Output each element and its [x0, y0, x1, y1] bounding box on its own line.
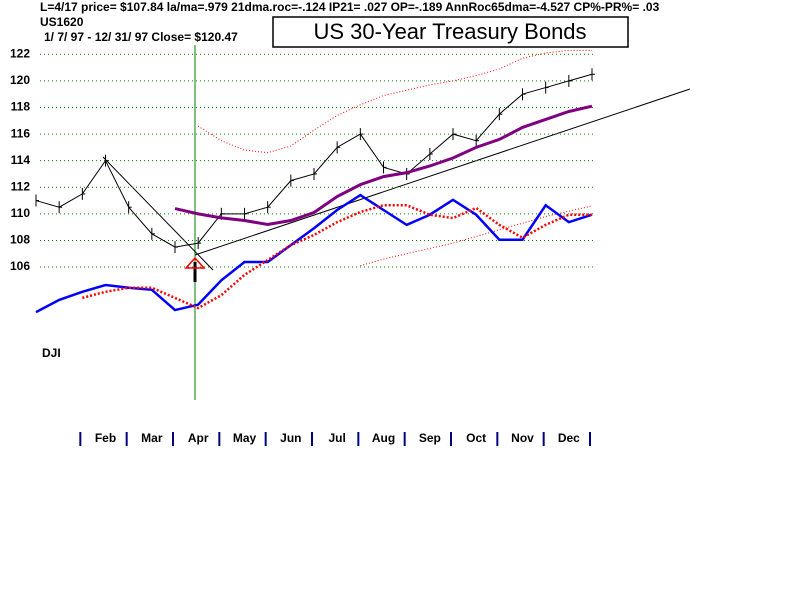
- signal-arrow-head: [184, 256, 206, 269]
- trend-line: [194, 88, 691, 256]
- x-tick-label: Mar: [141, 431, 163, 445]
- x-tick-label: Sep: [419, 431, 441, 445]
- series-line: [197, 49, 592, 154]
- series-line: [35, 193, 593, 314]
- y-tick-label: 116: [11, 126, 31, 140]
- y-tick-label: 112: [11, 179, 31, 193]
- x-tick-label: Oct: [466, 431, 486, 445]
- chart-title: US 30-Year Treasury Bonds: [313, 19, 586, 44]
- y2-label: DJI: [42, 346, 61, 360]
- series-line: [174, 104, 593, 227]
- x-tick-label: Nov: [511, 431, 534, 445]
- y-tick-label: 108: [10, 233, 30, 247]
- x-tick-label: Jun: [280, 431, 301, 445]
- y-tick-label: 120: [10, 73, 30, 87]
- y-tick-label: 122: [10, 46, 30, 60]
- y-tick-label: 114: [11, 153, 31, 167]
- series-line: [82, 204, 592, 310]
- x-tick-label: Feb: [95, 431, 116, 445]
- header-stats: L=4/17 price= $107.84 la/ma=.979 21dma.r…: [40, 0, 660, 14]
- trend-line: [102, 156, 214, 271]
- date-range: 1/ 7/ 97 - 12/ 31/ 97 Close= $120.47: [44, 30, 238, 44]
- series-line: [360, 205, 593, 267]
- x-tick-label: Jul: [328, 431, 345, 445]
- symbol: US1620: [40, 15, 84, 29]
- y-tick-label: 106: [10, 259, 30, 273]
- y-tick-label: 118: [11, 100, 31, 114]
- title-box: [272, 16, 629, 48]
- x-tick-label: Dec: [558, 431, 580, 445]
- x-tick-label: May: [233, 431, 257, 445]
- x-tick-label: Apr: [188, 431, 209, 445]
- x-tick-label: Aug: [372, 431, 395, 445]
- y-tick-label: 110: [11, 206, 31, 220]
